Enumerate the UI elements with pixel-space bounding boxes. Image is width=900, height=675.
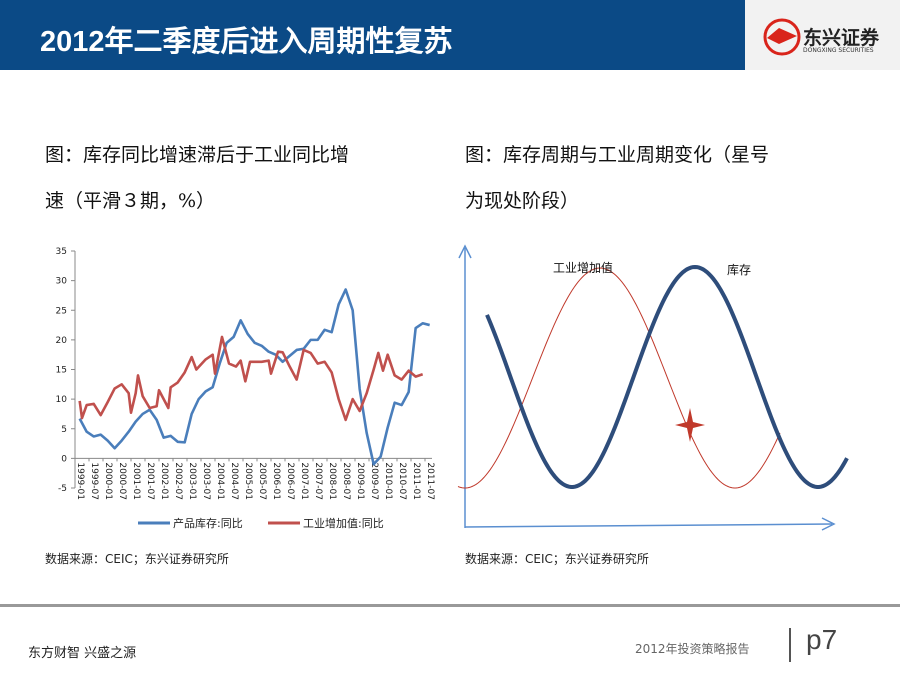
right-source: 数据来源：CEIC；东兴证券研究所: [465, 552, 649, 566]
y-tick-label: 25: [56, 306, 67, 316]
x-tick-label: 2002-07: [173, 462, 183, 500]
x-tick-label: 2001-01: [131, 462, 141, 500]
series-line-inventory: [78, 288, 430, 466]
x-tick-label: 2004-01: [215, 462, 225, 500]
y-tick-label: 30: [56, 277, 68, 287]
inventory-label: 库存: [727, 262, 751, 277]
y-tick-label: 5: [61, 425, 67, 435]
page-separator: [789, 628, 791, 662]
y-arrow-icon: [458, 244, 472, 259]
x-tick-label: 2002-01: [159, 462, 169, 500]
y-tick-label: 10: [56, 395, 68, 405]
current-stage-star-icon: [675, 408, 705, 442]
industry-label: 工业增加值: [553, 260, 613, 275]
x-tick-label: 2011-07: [425, 462, 435, 500]
series-line-industry: [78, 335, 424, 422]
legend-label: 产品库存:同比: [173, 516, 243, 530]
footer-divider: [0, 604, 900, 607]
header-bar: 2012年二季度后进入周期性复苏: [0, 0, 745, 70]
logo-text: 东兴证券: [803, 26, 880, 49]
x-tick-label: 2008-01: [327, 462, 337, 500]
x-tick-label: 2008-07: [341, 462, 351, 500]
legend-label: 工业增加值:同比: [303, 516, 384, 530]
x-tick-label: 2010-01: [383, 462, 393, 500]
x-tick-label: 2003-01: [187, 462, 197, 500]
x-tick-label: 2009-07: [369, 462, 379, 500]
y-tick-label: 0: [61, 454, 67, 464]
x-tick-label: 2005-07: [257, 462, 267, 500]
page-number: p7: [806, 624, 838, 655]
x-tick-label: 2003-07: [201, 462, 211, 500]
y-tick-label: 35: [56, 247, 67, 257]
logo-subtext: DONGXING SECURITIES: [803, 47, 874, 54]
x-tick-label: 2005-01: [243, 462, 253, 500]
left-caption-2: 速（平滑３期，%）: [45, 190, 216, 212]
x-axis: [464, 523, 833, 528]
x-tick-label: 1999-07: [89, 462, 99, 500]
logo: 东兴证券 DONGXING SECURITIES: [745, 0, 900, 70]
x-tick-label: 2000-07: [117, 462, 127, 500]
y-tick-label: -5: [58, 484, 67, 494]
left-source: 数据来源：CEIC；东兴证券研究所: [45, 552, 229, 566]
inventory-curve: [485, 264, 849, 489]
x-tick-label: 2006-01: [271, 462, 281, 500]
x-tick-label: 2011-01: [411, 462, 421, 500]
x-arrow-icon: [821, 517, 836, 531]
x-tick-label: 2004-07: [229, 462, 239, 500]
x-tick-label: 2007-07: [313, 462, 323, 500]
x-tick-label: 2010-07: [397, 462, 407, 500]
left-caption-1: 图：库存同比增速滞后于工业同比增: [45, 144, 350, 166]
slide-title: 2012年二季度后进入周期性复苏: [40, 26, 453, 58]
y-tick-label: 15: [56, 366, 67, 376]
report-name: 2012年投资策略报告: [635, 642, 750, 656]
y-tick-label: 20: [56, 336, 68, 346]
industry-curve: [457, 267, 781, 489]
x-tick-label: 1999-01: [75, 462, 85, 500]
right-caption-2: 为现处阶段）: [465, 190, 580, 212]
x-tick-label: 2006-07: [285, 462, 295, 500]
x-tick-label: 2000-01: [103, 462, 113, 500]
x-tick-label: 2007-01: [299, 462, 309, 500]
x-tick-label: 2001-07: [145, 462, 155, 500]
footer-slogan: 东方财智 兴盛之源: [28, 646, 137, 661]
x-tick-label: 2009-01: [355, 462, 365, 500]
right-caption-1: 图：库存周期与工业周期变化（星号: [465, 144, 770, 166]
